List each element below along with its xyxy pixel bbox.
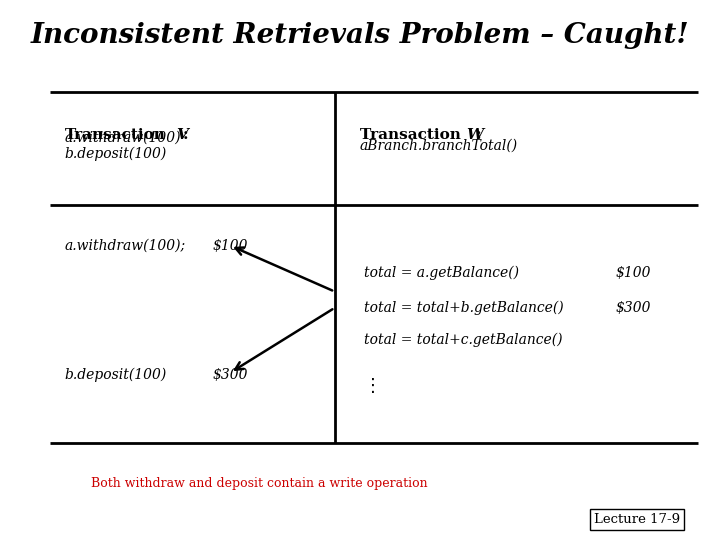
Text: V: V [176, 128, 188, 142]
Text: aBranch.branchTotal(): aBranch.branchTotal() [360, 139, 518, 153]
Text: $300: $300 [616, 301, 651, 315]
Text: Transaction: Transaction [360, 128, 466, 142]
Text: total = total+b.getBalance(): total = total+b.getBalance() [364, 301, 563, 315]
Text: a.withdraw(100): a.withdraw(100) [65, 131, 181, 145]
Text: W: W [467, 128, 484, 142]
Text: Both withdraw and deposit contain a write operation: Both withdraw and deposit contain a writ… [91, 477, 428, 490]
Text: total = a.getBalance(): total = a.getBalance() [364, 266, 518, 280]
Text: :: : [475, 128, 481, 142]
Text: b.deposit(100): b.deposit(100) [65, 147, 167, 161]
Text: a.withdraw(100);: a.withdraw(100); [65, 239, 186, 253]
Text: :: : [182, 128, 188, 142]
Text: $300: $300 [212, 368, 248, 382]
Text: $100: $100 [212, 239, 248, 253]
Text: b.deposit(100): b.deposit(100) [65, 368, 167, 382]
Text: Inconsistent Retrievals Problem – Caught!: Inconsistent Retrievals Problem – Caught… [31, 22, 689, 49]
Text: total = total+c.getBalance(): total = total+c.getBalance() [364, 333, 562, 347]
Text: ⋮: ⋮ [364, 377, 382, 395]
Text: Transaction: Transaction [65, 128, 166, 142]
Text: Lecture 17-9: Lecture 17-9 [594, 513, 680, 526]
Text: $100: $100 [616, 266, 651, 280]
